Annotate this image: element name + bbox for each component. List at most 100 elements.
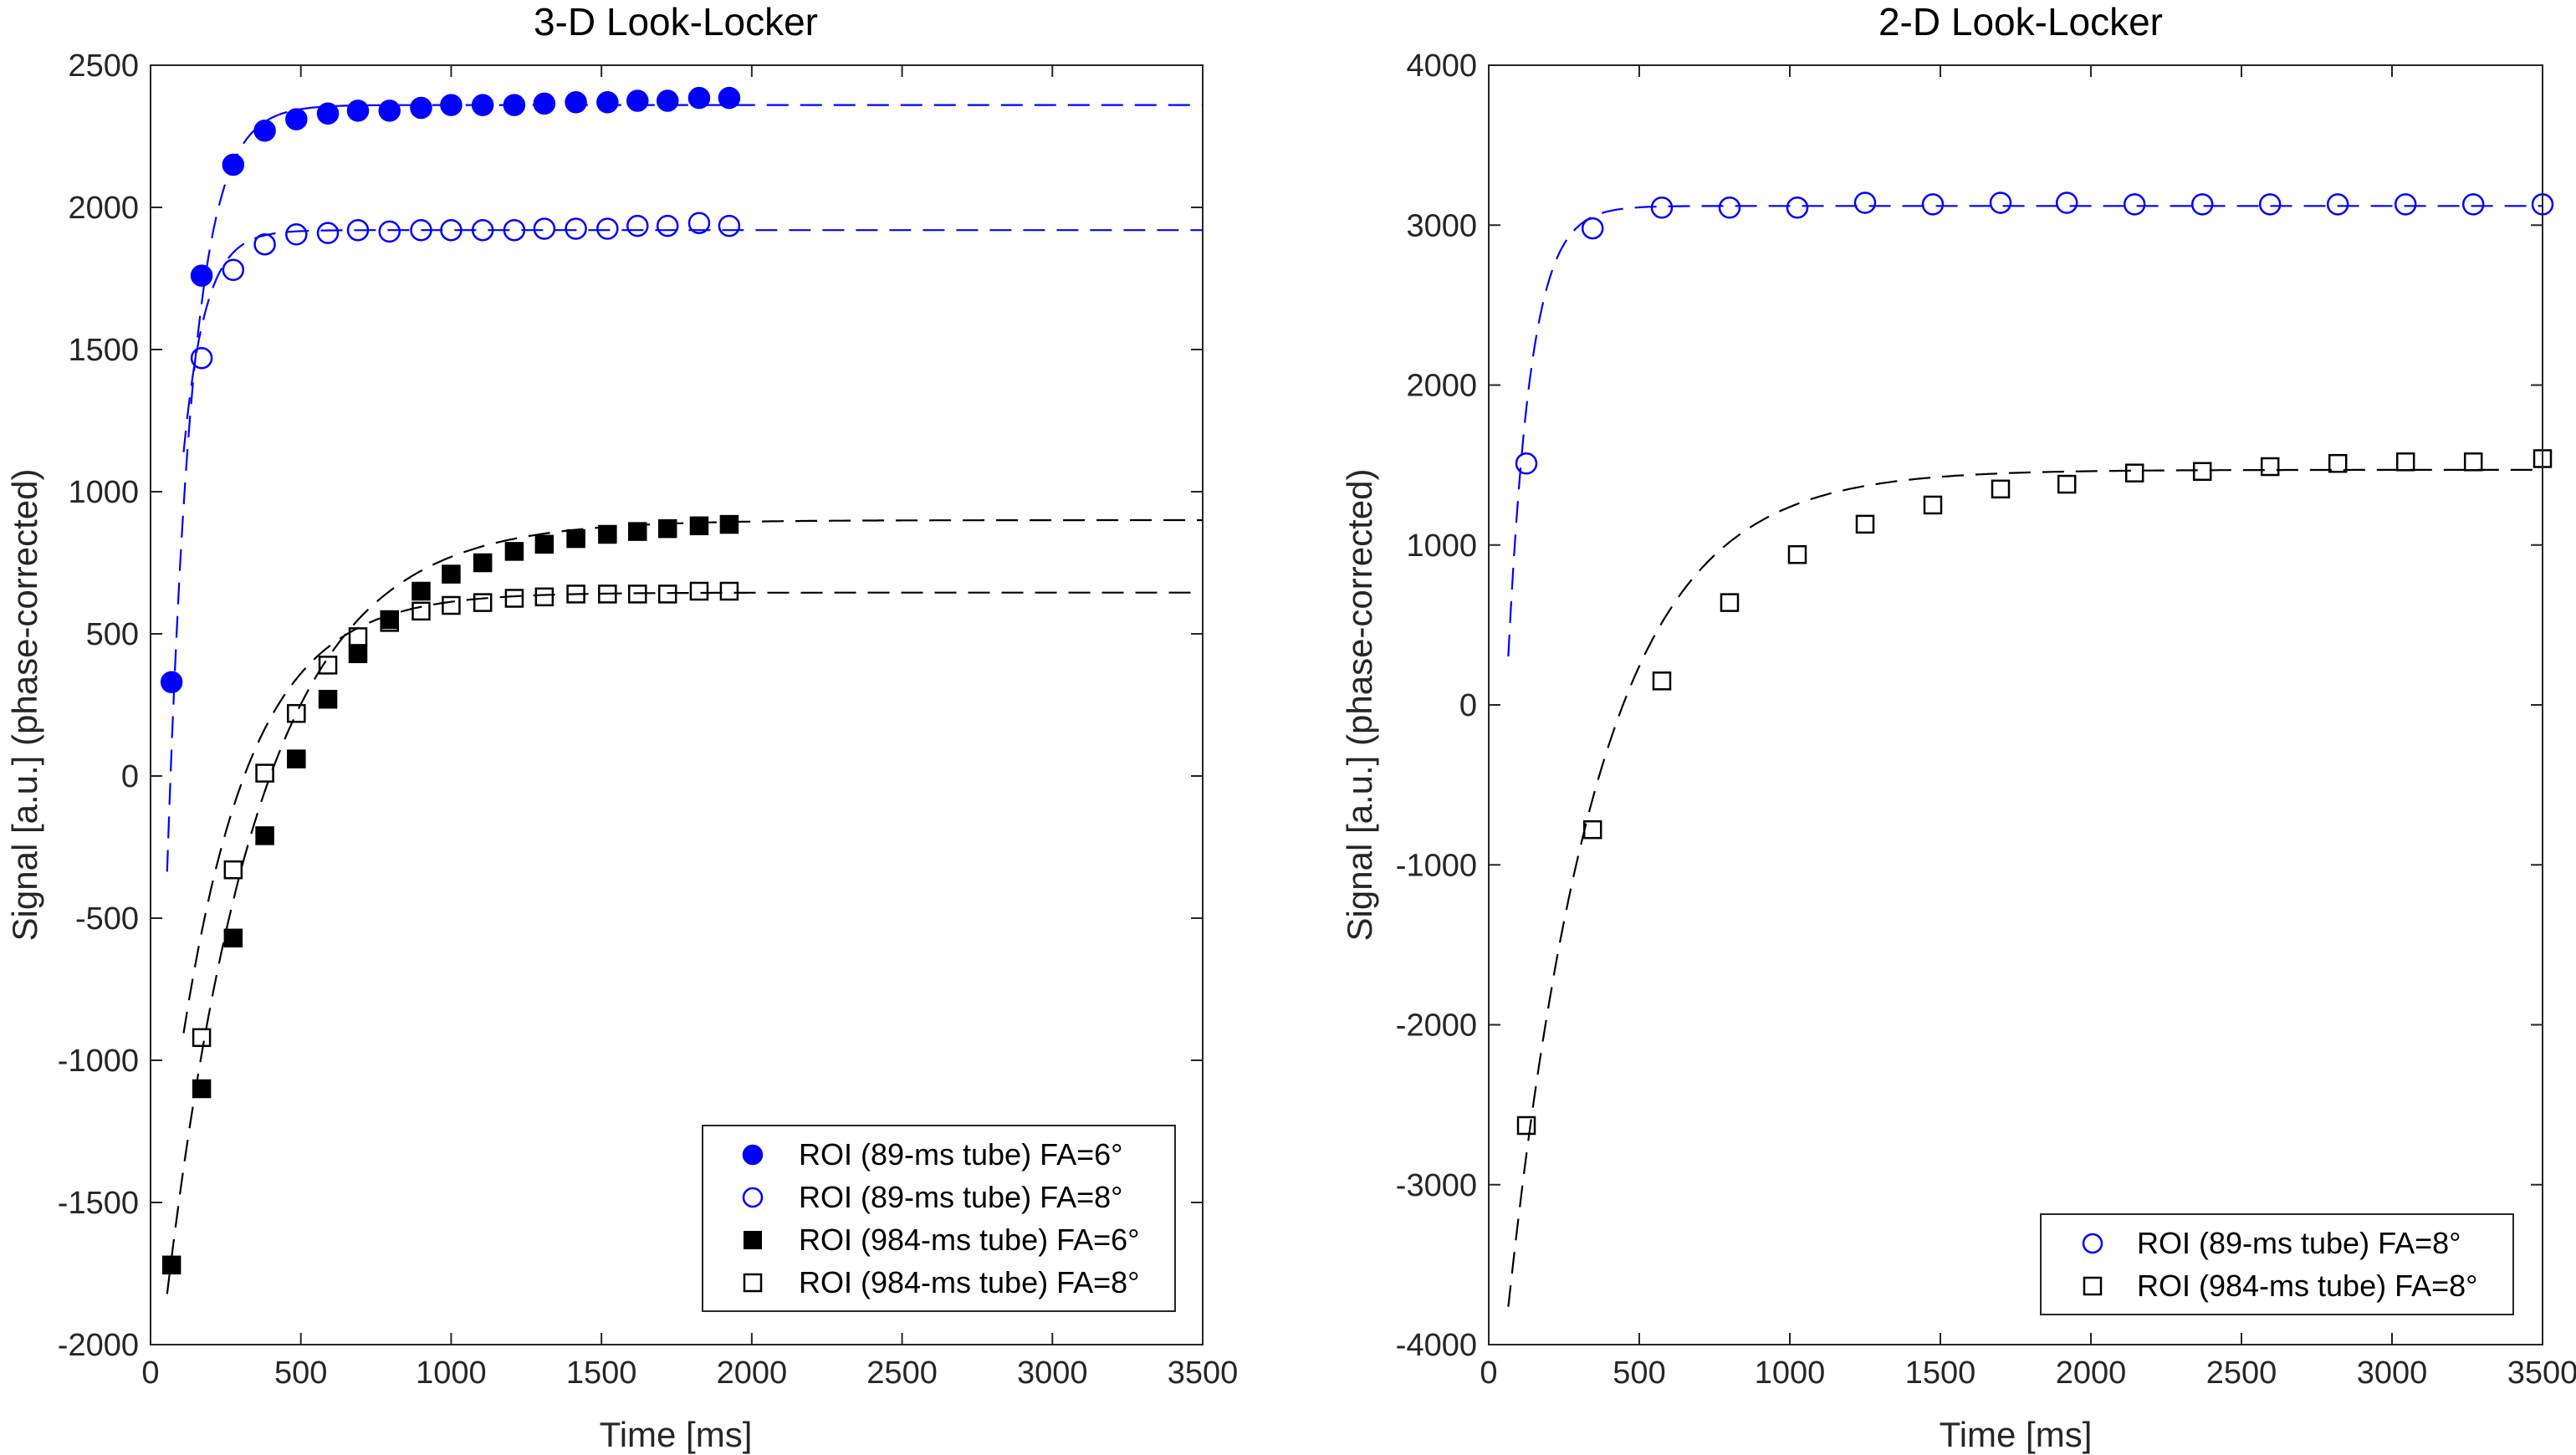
fit-curve bbox=[1507, 468, 2543, 1307]
data-point-filled-square bbox=[411, 581, 431, 601]
y-tick-label: 0 bbox=[1459, 688, 1477, 723]
data-point-filled-circle bbox=[687, 86, 711, 110]
data-point-filled-circle bbox=[285, 108, 308, 130]
data-point-filled-circle bbox=[626, 89, 649, 112]
data-point-open-square bbox=[1652, 671, 1672, 691]
data-point-filled-square bbox=[473, 553, 493, 573]
data-point-filled-circle bbox=[378, 100, 401, 122]
y-tick-label: 1000 bbox=[1406, 528, 1477, 564]
data-point-open-circle bbox=[1650, 196, 1674, 219]
axes-3d: 0 500 1000 1500 2000 2500 3000 3500 -2000 -1500 -1… bbox=[58, 48, 1238, 1391]
fit-curve bbox=[166, 104, 1203, 872]
data-point-open-circle bbox=[1853, 191, 1877, 214]
data-point-open-circle bbox=[565, 217, 587, 240]
chart-title-3d: 3-D Look-Locker bbox=[534, 0, 818, 43]
data-point-open-square bbox=[2328, 453, 2348, 473]
x-tick-label: 500 bbox=[274, 1355, 327, 1391]
data-point-open-circle bbox=[1718, 196, 1741, 219]
data-point-open-square bbox=[442, 595, 461, 615]
data-point-open-circle bbox=[1786, 196, 1809, 219]
data-point-open-square bbox=[719, 581, 739, 601]
plot-box-3d bbox=[150, 64, 1204, 1345]
data-point-open-square bbox=[534, 587, 555, 607]
data-point-open-square bbox=[657, 585, 677, 604]
data-point-open-square bbox=[1991, 479, 2011, 499]
legend-label-89ms-fa6: ROI (89-ms tube) FA=6° bbox=[799, 1137, 1123, 1172]
y-tick-label: -2000 bbox=[58, 1328, 139, 1363]
legend-marker-filled-square bbox=[744, 1231, 762, 1249]
legend-label-984ms-fa8: ROI (984-ms tube) FA=8° bbox=[2137, 1269, 2478, 1303]
data-point-open-square bbox=[223, 860, 243, 880]
y-tick-label: -3000 bbox=[1396, 1168, 1477, 1203]
data-point-open-square bbox=[566, 585, 585, 604]
data-point-open-circle bbox=[718, 214, 741, 237]
data-markers-2d bbox=[1515, 191, 2554, 1136]
data-point-open-circle bbox=[440, 218, 463, 242]
data-point-open-square bbox=[2395, 452, 2415, 472]
x-axis-label-3d: Time [ms] bbox=[600, 1415, 753, 1454]
y-tick-label: 2000 bbox=[1406, 369, 1477, 404]
fit-lines-2d bbox=[1507, 205, 2543, 1307]
x-tick-label: 1500 bbox=[1905, 1355, 1976, 1391]
y-tick-label: -1000 bbox=[1396, 848, 1477, 883]
legend-label-89ms-fa8: ROI (89-ms tube) FA=8° bbox=[2137, 1226, 2461, 1260]
x-tick-label: 500 bbox=[1613, 1355, 1665, 1391]
data-point-filled-circle bbox=[596, 90, 619, 114]
data-point-filled-circle bbox=[190, 264, 213, 287]
panel-2d-look-locker: 2-D Look-Locker 0 500 1000 1500 2000 2500 3000… bbox=[1340, 0, 2576, 1454]
fit-curve bbox=[166, 518, 1203, 1294]
data-point-filled-circle bbox=[718, 86, 741, 110]
data-point-filled-square bbox=[504, 542, 524, 561]
x-tick-label: 2000 bbox=[2056, 1355, 2127, 1391]
x-tick-label: 3500 bbox=[1168, 1355, 1239, 1391]
data-point-open-square bbox=[348, 627, 368, 646]
legend-label-984ms-fa6: ROI (984-ms tube) FA=6° bbox=[799, 1223, 1140, 1257]
x-tick-label: 0 bbox=[1480, 1355, 1497, 1391]
data-point-open-square bbox=[689, 581, 709, 601]
data-point-filled-square bbox=[287, 749, 306, 768]
x-tick-label: 0 bbox=[141, 1355, 159, 1391]
legend-label-89ms-fa8: ROI (89-ms tube) FA=8° bbox=[799, 1180, 1123, 1214]
legend-box-2d bbox=[2040, 1213, 2514, 1315]
data-point-filled-square bbox=[566, 528, 585, 549]
data-point-open-square bbox=[2463, 452, 2483, 472]
data-point-open-circle bbox=[2055, 191, 2078, 214]
y-tick-label: 1500 bbox=[68, 333, 139, 368]
x-tick-label: 2500 bbox=[2206, 1355, 2277, 1391]
data-point-open-square bbox=[1516, 1116, 1536, 1136]
data-point-open-circle bbox=[2461, 193, 2485, 216]
data-point-filled-circle bbox=[346, 100, 370, 122]
data-point-open-circle bbox=[2326, 193, 2349, 216]
axes-2d: 0 500 1000 1500 2000 2500 3000 3500 -4000 -3000 -2… bbox=[1396, 48, 2576, 1391]
data-point-open-square bbox=[318, 656, 338, 675]
y-tick-label: 500 bbox=[86, 617, 139, 652]
data-point-open-circle bbox=[1921, 193, 1945, 216]
data-point-filled-square bbox=[719, 514, 739, 534]
data-point-open-circle bbox=[471, 218, 494, 242]
legend-marker-open-square bbox=[743, 1273, 763, 1293]
data-point-open-square bbox=[1720, 593, 1740, 612]
y-tick-label: 3000 bbox=[1406, 208, 1477, 243]
legend-2d: ROI (89-ms tube) FA=8° ROI (984-ms tube)… bbox=[2040, 1213, 2514, 1315]
x-tick-label: 3000 bbox=[1017, 1355, 1088, 1391]
data-point-open-square bbox=[2260, 457, 2280, 477]
data-point-open-circle bbox=[378, 220, 401, 243]
y-tick-label: -2000 bbox=[1396, 1008, 1477, 1044]
x-tick-label: 2000 bbox=[717, 1355, 788, 1391]
data-point-open-square bbox=[2057, 474, 2077, 494]
plot-box-2d bbox=[1488, 64, 2543, 1345]
x-tick-label: 1000 bbox=[1755, 1355, 1826, 1391]
data-point-filled-circle bbox=[656, 89, 679, 112]
x-axis-label-2d: Time [ms] bbox=[1940, 1415, 2093, 1454]
data-point-filled-square bbox=[628, 522, 647, 541]
data-point-open-square bbox=[1855, 514, 1875, 534]
data-point-open-circle bbox=[533, 217, 556, 240]
y-axis-label-3d: Signal [a.u.] (phase-corrected) bbox=[5, 469, 44, 942]
data-point-open-circle bbox=[222, 258, 245, 282]
data-point-open-circle bbox=[190, 346, 213, 370]
y-tick-label: -500 bbox=[75, 901, 139, 937]
data-point-filled-square bbox=[318, 689, 338, 709]
data-point-open-circle bbox=[2258, 193, 2282, 216]
data-point-filled-circle bbox=[316, 102, 340, 125]
